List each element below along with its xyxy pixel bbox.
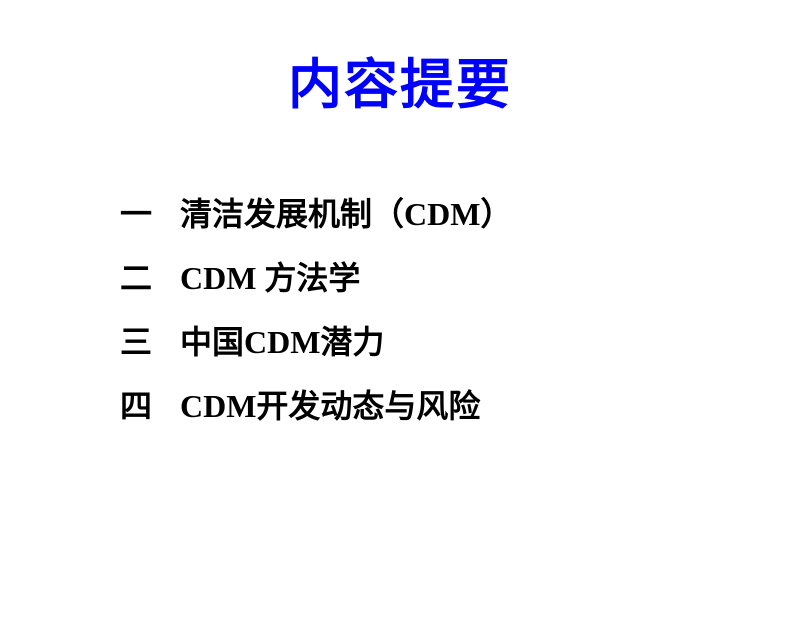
list-item: 一 清洁发展机制（CDM） bbox=[120, 189, 800, 235]
item-number: 二 bbox=[120, 253, 180, 299]
item-text: 清洁发展机制（CDM） bbox=[180, 189, 512, 235]
list-item: 四 CDM开发动态与风险 bbox=[120, 381, 800, 427]
list-item: 三 中国CDM潜力 bbox=[120, 317, 800, 363]
item-text: 中国CDM潜力 bbox=[180, 317, 384, 363]
item-text: CDM开发动态与风险 bbox=[180, 381, 480, 427]
item-text: CDM 方法学 bbox=[180, 253, 360, 299]
item-number: 三 bbox=[120, 317, 180, 363]
item-number: 四 bbox=[120, 381, 180, 427]
list-item: 二 CDM 方法学 bbox=[120, 253, 800, 299]
item-number: 一 bbox=[120, 189, 180, 235]
content-list: 一 清洁发展机制（CDM） 二 CDM 方法学 三 中国CDM潜力 四 CDM开… bbox=[0, 189, 800, 427]
slide-title: 内容提要 bbox=[0, 40, 800, 119]
